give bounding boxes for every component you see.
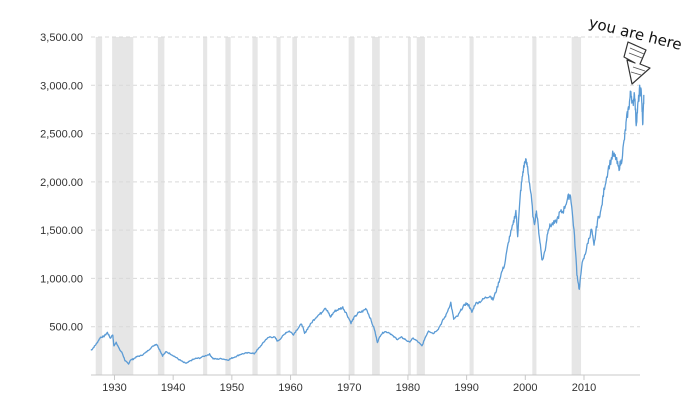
x-tick-label-1970: 1970 [337,382,361,394]
x-tick-label-2000: 2000 [513,382,537,394]
recession-band-3 [203,37,208,375]
recession-band-0 [95,37,103,375]
y-tick-label-1000: 1,000.00 [40,273,83,285]
x-tick-label-2010: 2010 [572,382,596,394]
recession-band-6 [276,37,281,375]
recession-band-12 [469,37,474,375]
recession-band-9 [372,37,380,375]
y-tick-label-1500: 1,500.00 [40,225,83,237]
series-line-0 [90,84,645,365]
recession-band-1 [112,37,134,375]
recession-band-7 [292,37,297,375]
y-axis-labels: 500.00 1,000.00 1,500.00 2,000.00 2,500.00 3,… [40,32,83,334]
x-tick-label-1960: 1960 [278,382,302,394]
x-axis-ticks [113,375,585,380]
recession-band-13 [532,37,537,375]
x-tick-label-1950: 1950 [220,382,244,394]
recession-band-8 [348,37,355,375]
series [90,84,645,365]
y-tick-label-500: 500.00 [49,322,83,334]
recession-band-5 [252,37,258,375]
x-tick-label-1990: 1990 [454,382,478,394]
x-tick-label-1940: 1940 [161,382,185,394]
recession-band-11 [416,37,425,375]
x-axis-labels: 1930 1940 1950 1960 1970 1980 1990 2000 2010 [102,382,596,394]
y-tick-label-3000: 3,000.00 [40,80,83,92]
x-tick-label-1930: 1930 [102,382,126,394]
grid-lines [91,36,640,328]
y-tick-label-2000: 2,000.00 [40,177,83,189]
recession-band-14 [571,37,582,375]
recession-shading [95,37,582,375]
recession-band-4 [225,37,231,375]
y-tick-label-3500: 3,500.00 [40,32,83,44]
annotation: you are here [587,13,684,85]
x-tick-label-1980: 1980 [396,382,420,394]
y-tick-label-2500: 2,500.00 [40,129,83,141]
recession-band-2 [157,37,165,375]
down-arrow-icon [623,41,651,85]
recession-band-10 [407,37,411,375]
